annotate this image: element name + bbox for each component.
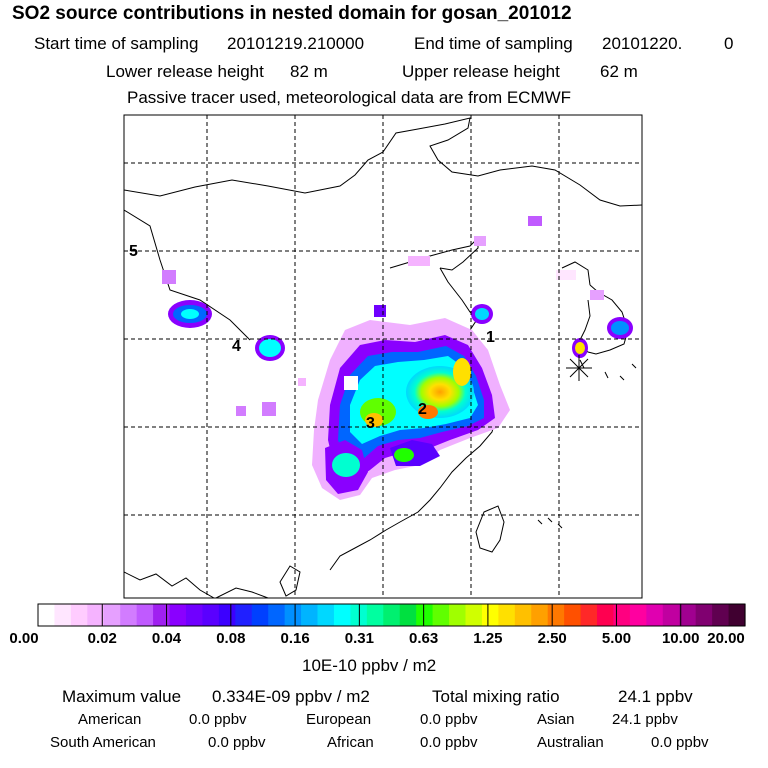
max-value: 0.334E-09 ppbv / m2 [212, 687, 370, 706]
colorbar-unit: 10E-10 ppbv / m2 [302, 656, 437, 675]
colorbar-swatch [498, 604, 516, 626]
colorbar-swatch [54, 604, 72, 626]
colorbar-swatch [103, 604, 121, 626]
colorbar-swatch [547, 604, 565, 626]
region-value-australian: 0.0 ppbv [651, 734, 709, 751]
colorbar-swatch [399, 604, 417, 626]
region-name-south-american: South American [50, 734, 156, 751]
colorbar-swatch [728, 604, 746, 626]
colorbar-swatch [153, 604, 171, 626]
colorbar-swatch [333, 604, 351, 626]
colorbar-swatch [514, 604, 532, 626]
region-label-2: 2 [418, 401, 427, 418]
colorbar-tick-label: 0.04 [151, 630, 182, 647]
colorbar-swatch [301, 604, 319, 626]
colorbar-swatch [597, 604, 615, 626]
upper-release-label: Upper release height [402, 62, 560, 81]
max-value-label: Maximum value [62, 687, 182, 706]
colorbar-swatch [70, 604, 88, 626]
colorbar-tick-label: 0.31 [344, 630, 374, 647]
grid-lines [124, 115, 642, 598]
colorbar-swatch [235, 604, 253, 626]
region-name-european: European [306, 711, 372, 728]
colorbar-swatch [383, 604, 401, 626]
total-mixing-value: 24.1 ppbv [618, 687, 693, 706]
colorbar-swatch [202, 604, 220, 626]
colorbar-swatch [185, 604, 204, 626]
page-title: SO2 source contributions in nested domai… [12, 3, 572, 24]
region-value-african: 0.0 ppbv [420, 734, 478, 751]
region-label-5: 5 [129, 243, 138, 260]
colorbar-swatch [38, 604, 56, 626]
colorbar-swatch [169, 604, 187, 626]
region-label-3: 3 [366, 415, 375, 432]
colorbar-swatch [465, 604, 483, 626]
colorbar-swatch [481, 604, 499, 626]
colorbar-tick-label: 2.50 [537, 630, 567, 647]
lower-release-label: Lower release height [106, 62, 264, 81]
region-name-african: African [327, 734, 374, 751]
colorbar-swatch [629, 604, 647, 626]
colorbar-swatch [580, 604, 598, 626]
colorbar-swatch [218, 604, 236, 626]
colorbar-swatch [268, 604, 286, 626]
lower-release-value: 82 m [290, 62, 328, 81]
end-time-label: End time of sampling [414, 34, 573, 53]
start-time-value: 20101219.210000 [227, 34, 365, 53]
colorbar-swatch [564, 604, 582, 626]
end-time-value: 20101220. [602, 34, 683, 53]
colorbar-swatch [251, 604, 269, 626]
region-label-4: 4 [232, 338, 241, 355]
colorbar-swatch [449, 604, 467, 626]
colorbar-tick-label: 20.00 [707, 630, 745, 647]
colorbar-tick-label: 0.02 [87, 630, 117, 647]
colorbar [37, 603, 746, 627]
colorbar-tick-label: 5.00 [601, 630, 632, 647]
colorbar-frame [37, 603, 746, 627]
colorbar-swatch [662, 604, 680, 626]
concentration-field [162, 216, 633, 500]
colorbar-swatch [87, 604, 105, 626]
region-name-asian: Asian [537, 711, 575, 728]
colorbar-tick-label: 10.00 [661, 630, 700, 647]
total-mixing-label: Total mixing ratio [432, 687, 560, 706]
colorbar-swatch [317, 604, 335, 626]
colorbar-swatch [284, 604, 302, 626]
tracer-note: Passive tracer used, meteorological data… [127, 88, 572, 107]
colorbar-tick-label: 0.00 [9, 630, 39, 647]
colorbar-swatch [679, 604, 697, 626]
colorbar-tick-label: 0.16 [280, 630, 310, 647]
start-time-label: Start time of sampling [34, 34, 199, 53]
colorbar-swatch [136, 604, 154, 626]
map-content: 1 2 3 4 5 [124, 115, 642, 598]
end-time-value-extra: 0 [724, 34, 734, 53]
colorbar-swatch [712, 604, 730, 626]
region-name-australian: Australian [537, 734, 604, 751]
colorbar-swatch [120, 604, 138, 626]
receptor-star-icon [566, 355, 592, 381]
colorbar-swatch [646, 604, 664, 626]
region-name-american: American [78, 711, 142, 728]
region-value-american: 0.0 ppbv [189, 711, 247, 728]
colorbar-tick-label: 0.08 [216, 630, 246, 647]
colorbar-swatch [531, 604, 549, 626]
region-value-asian: 24.1 ppbv [612, 711, 678, 728]
colorbar-swatch [366, 604, 384, 626]
colorbar-swatch [432, 604, 450, 626]
colorbar-swatch [613, 604, 631, 626]
colorbar-tick-label: 0.63 [409, 630, 439, 647]
colorbar-swatch [695, 604, 713, 626]
region-label-1: 1 [486, 329, 495, 346]
region-value-european: 0.0 ppbv [420, 711, 478, 728]
region-value-south-american: 0.0 ppbv [208, 734, 266, 751]
upper-release-value: 62 m [600, 62, 638, 81]
map-frame [123, 114, 643, 599]
colorbar-swatch [416, 604, 434, 626]
colorbar-tick-label: 1.25 [473, 630, 503, 647]
